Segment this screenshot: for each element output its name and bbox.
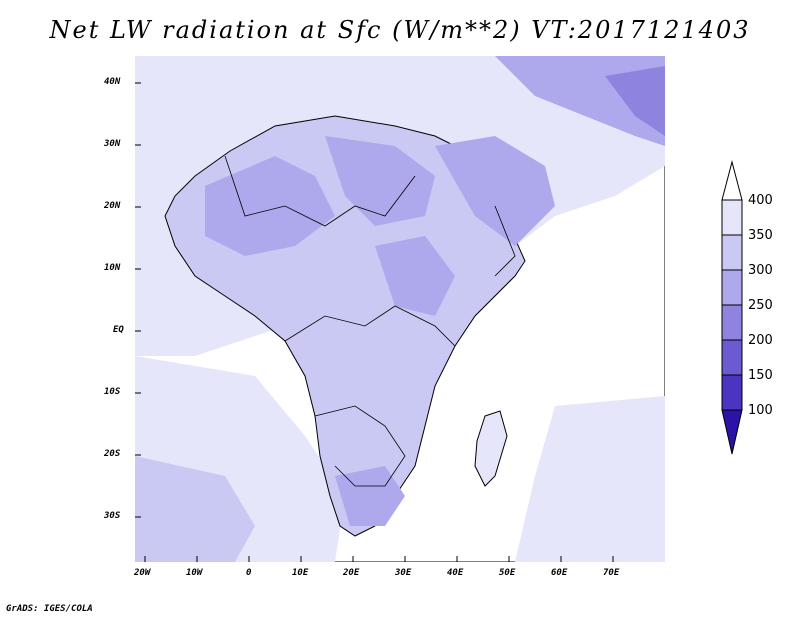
madagascar	[474, 410, 508, 487]
lat-label-10s: 10S	[104, 387, 121, 397]
border-lines-south	[314, 405, 406, 487]
y-ticks	[135, 82, 141, 518]
lon-label-30e: 30E	[395, 568, 412, 578]
lon-label-50e: 50E	[499, 568, 516, 578]
colorbar-label-400: 400	[748, 193, 773, 208]
lat-label-30n: 30N	[104, 139, 121, 149]
lon-label-40e: 40E	[447, 568, 464, 578]
lon-label-60e: 60E	[551, 568, 568, 578]
chart-title: Net LW radiation at Sfc (W/m**2) VT:2017…	[49, 16, 751, 44]
colorbar-segment-3	[721, 269, 743, 306]
colorbar-label-350: 350	[748, 228, 773, 243]
lat-label-10n: 10N	[104, 263, 121, 273]
colorbar-top-arrow	[721, 160, 743, 201]
lat-label-30s: 30S	[104, 511, 121, 521]
sahara-central-region	[325, 136, 435, 226]
southern-africa-region	[335, 466, 405, 526]
colorbar-bottom-arrow	[721, 409, 743, 455]
colorbar-segment-2	[721, 234, 743, 271]
footer-credit: GrADS: IGES/COLA	[6, 604, 93, 614]
lon-label-20w: 20W	[134, 568, 151, 578]
border-lines-central	[284, 305, 456, 347]
southeast-indian-shade	[515, 396, 665, 562]
lon-label-20e: 20E	[343, 568, 360, 578]
x-ticks	[144, 556, 614, 562]
lon-label-10w: 10W	[186, 568, 203, 578]
himalaya-region	[605, 66, 665, 136]
arabia-region	[435, 136, 555, 246]
colorbar-segment-1	[721, 199, 743, 236]
colorbar-segment-5	[721, 339, 743, 376]
lat-label-40n: 40N	[104, 77, 121, 87]
map-svg	[134, 55, 666, 563]
border-lines-north	[224, 155, 416, 227]
lon-label-10e: 10E	[292, 568, 309, 578]
lon-label-0: 0	[246, 568, 252, 578]
colorbar-segment-6	[721, 374, 743, 411]
lat-label-20s: 20S	[104, 449, 121, 459]
lon-label-70e: 70E	[603, 568, 620, 578]
lat-label-20n: 20N	[104, 201, 121, 211]
sudan-region	[375, 236, 455, 316]
colorbar-segment-4	[721, 304, 743, 341]
lat-label-eq: EQ	[113, 325, 124, 335]
colorbar-label-100: 100	[748, 403, 773, 418]
colorbar-label-300: 300	[748, 263, 773, 278]
southwest-shade-darker	[135, 456, 255, 562]
colorbar-label-250: 250	[748, 298, 773, 313]
colorbar-label-200: 200	[748, 333, 773, 348]
red-sea-coast	[494, 205, 516, 277]
map-frame	[134, 55, 666, 563]
sahara-west-region	[205, 156, 335, 256]
colorbar	[721, 160, 743, 455]
colorbar-label-150: 150	[748, 368, 773, 383]
